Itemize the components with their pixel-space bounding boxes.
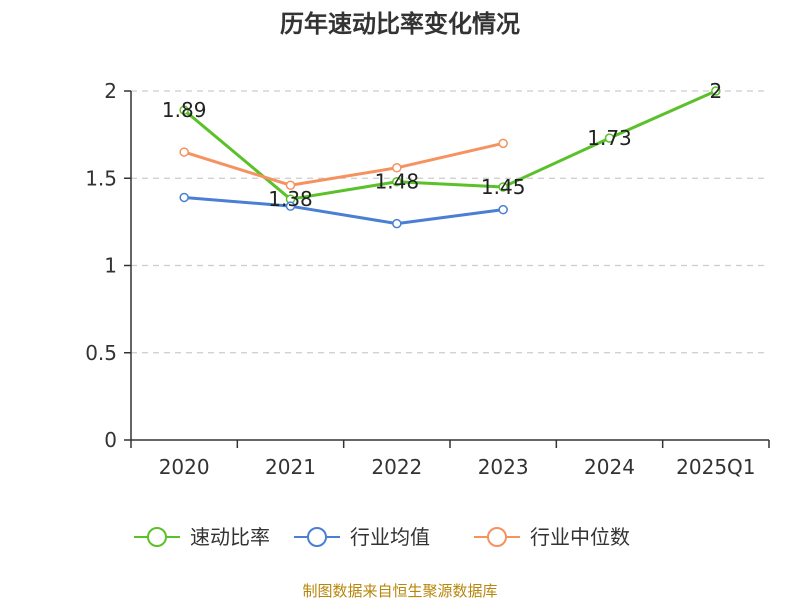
data-point	[604, 133, 615, 143]
data-point	[498, 138, 508, 149]
y-tick-label: 1.5	[85, 166, 117, 190]
data-label: 1.45	[481, 175, 526, 199]
data-point	[285, 201, 296, 211]
y-tick-label: 1	[104, 254, 117, 278]
data-label: 2	[709, 79, 722, 103]
data-label: 1.89	[162, 98, 207, 122]
y-tick-label: 2	[104, 79, 117, 103]
series-lines	[183, 89, 717, 226]
data-point	[392, 176, 402, 187]
axes: 0 0.5 1 1.5 2 2020 2021 2022 2023 2024 2025Q1	[85, 79, 770, 479]
data-point	[179, 147, 189, 157]
x-tick-label: 2025Q1	[676, 455, 755, 479]
series-line-0	[183, 89, 717, 201]
x-tick-label: 2021	[265, 455, 316, 479]
legend-label-1: 行业均值	[350, 525, 430, 549]
legend-marker-2	[487, 527, 507, 547]
data-point	[498, 204, 508, 215]
series-line-1	[184, 195, 504, 226]
series-points	[179, 86, 721, 229]
data-point	[498, 182, 508, 192]
x-tick-label: 2024	[584, 455, 635, 479]
legend-marker-0	[147, 527, 167, 547]
legend: 速动比率 行业均值 行业中位数	[134, 525, 630, 549]
data-point	[285, 180, 296, 190]
x-tick-label: 2020	[159, 455, 210, 479]
data-point	[179, 192, 189, 203]
data-label: 1.48	[375, 170, 420, 194]
legend-label-0: 速动比率	[190, 525, 270, 549]
legend-marker-1	[307, 527, 327, 547]
x-tick-label: 2022	[371, 455, 422, 479]
data-point	[711, 86, 721, 96]
y-tick-label: 0.5	[85, 341, 117, 365]
chart-title: 历年速动比率变化情况	[280, 10, 520, 38]
data-label: 1.73	[587, 126, 632, 150]
x-tick-label: 2023	[478, 455, 529, 479]
series-line-2	[183, 141, 504, 187]
data-point	[392, 218, 402, 229]
data-labels: 1.89 1.38 1.48 1.45 1.73 2	[162, 79, 722, 211]
legend-label-2: 行业中位数	[530, 525, 630, 549]
source-note: 制图数据来自恒生聚源数据库	[302, 582, 497, 600]
data-point	[179, 105, 189, 115]
y-tick-label: 0	[104, 428, 117, 452]
grid-lines	[131, 90, 769, 354]
data-point	[392, 163, 402, 173]
data-label: 1.38	[268, 187, 313, 211]
